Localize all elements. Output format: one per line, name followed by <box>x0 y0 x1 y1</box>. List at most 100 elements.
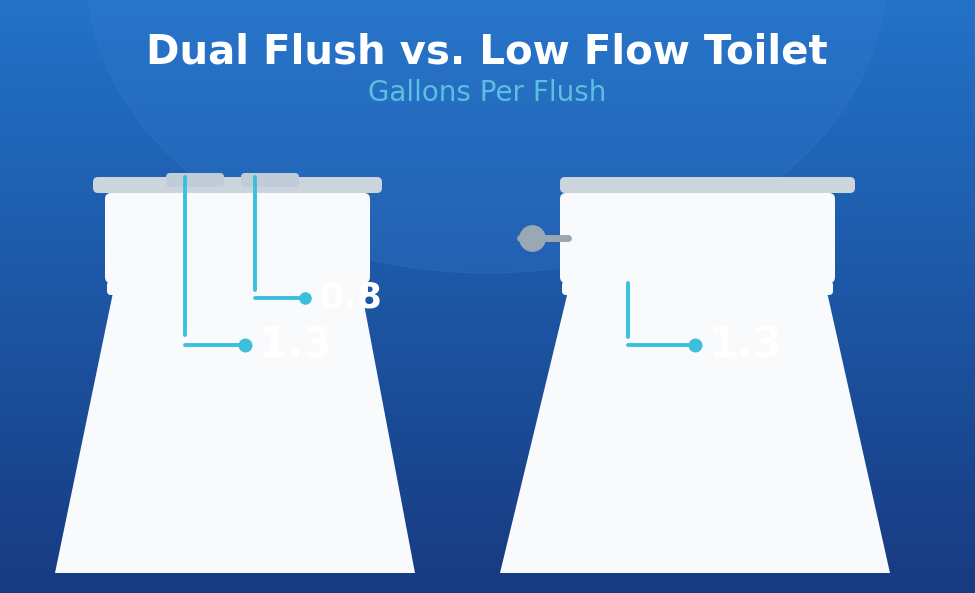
Bar <box>0 319 975 323</box>
Bar <box>0 132 975 136</box>
Bar <box>0 524 975 528</box>
Bar <box>0 120 975 125</box>
Bar <box>0 378 975 382</box>
Bar <box>0 206 975 211</box>
FancyBboxPatch shape <box>93 177 382 193</box>
Bar <box>0 31 975 36</box>
Bar <box>0 215 975 219</box>
Bar <box>0 94 975 98</box>
Bar <box>0 583 975 587</box>
Bar <box>0 153 975 157</box>
Bar <box>0 414 975 418</box>
Bar <box>0 352 975 356</box>
Bar <box>0 8 975 12</box>
Bar <box>0 553 975 557</box>
Bar <box>0 91 975 95</box>
Bar <box>0 209 975 213</box>
Bar <box>0 25 975 30</box>
Bar <box>0 189 975 193</box>
Bar <box>0 266 975 270</box>
Bar <box>0 455 975 460</box>
Bar <box>0 2 975 6</box>
Text: Dual Flush vs. Low Flow Toilet: Dual Flush vs. Low Flow Toilet <box>146 33 828 73</box>
Bar <box>0 58 975 62</box>
Bar <box>0 470 975 474</box>
Bar <box>0 494 975 498</box>
Bar <box>0 218 975 222</box>
Bar <box>0 364 975 368</box>
Bar <box>0 174 975 178</box>
Bar <box>0 28 975 33</box>
Bar <box>0 390 975 394</box>
Bar <box>0 411 975 415</box>
Bar <box>0 37 975 42</box>
Bar <box>0 538 975 543</box>
Bar <box>0 500 975 504</box>
Bar <box>0 138 975 142</box>
Bar <box>0 488 975 492</box>
Bar <box>0 467 975 471</box>
Bar <box>0 254 975 258</box>
Bar <box>0 117 975 122</box>
Bar <box>0 340 975 344</box>
Bar <box>0 571 975 575</box>
Bar <box>0 482 975 486</box>
Bar <box>0 369 975 374</box>
Bar <box>0 438 975 442</box>
Bar <box>0 343 975 347</box>
FancyBboxPatch shape <box>107 281 368 295</box>
Bar <box>0 197 975 202</box>
Bar <box>0 310 975 314</box>
Bar <box>0 387 975 391</box>
Bar <box>0 230 975 234</box>
Bar <box>0 88 975 92</box>
Bar <box>0 313 975 317</box>
Bar <box>0 278 975 282</box>
Bar <box>0 114 975 119</box>
Bar <box>0 441 975 445</box>
Bar <box>0 562 975 566</box>
Bar <box>0 577 975 581</box>
Bar <box>0 165 975 169</box>
Bar <box>0 580 975 584</box>
Bar <box>0 168 975 172</box>
Bar <box>0 574 975 578</box>
Bar <box>0 280 975 285</box>
Bar <box>0 275 975 279</box>
Bar <box>0 263 975 267</box>
Bar <box>0 283 975 288</box>
Bar <box>0 358 975 362</box>
FancyBboxPatch shape <box>166 173 224 187</box>
Bar <box>0 46 975 50</box>
Bar <box>0 515 975 519</box>
Bar <box>0 260 975 264</box>
Bar <box>0 67 975 71</box>
Bar <box>0 295 975 299</box>
Bar <box>0 479 975 483</box>
Bar <box>0 568 975 572</box>
Bar <box>0 405 975 409</box>
Bar <box>0 251 975 255</box>
Bar <box>0 506 975 510</box>
Bar <box>0 485 975 489</box>
Bar <box>0 40 975 44</box>
Bar <box>0 423 975 427</box>
Bar <box>0 346 975 350</box>
Bar <box>0 269 975 273</box>
Bar <box>0 186 975 190</box>
Bar <box>0 14 975 18</box>
Bar <box>0 144 975 148</box>
Bar <box>0 23 975 27</box>
Text: 1.3: 1.3 <box>708 324 782 366</box>
Bar <box>0 328 975 332</box>
Bar <box>0 257 975 261</box>
Bar <box>0 476 975 480</box>
Bar <box>0 5 975 9</box>
Bar <box>0 70 975 74</box>
Bar <box>0 384 975 388</box>
FancyBboxPatch shape <box>560 177 855 193</box>
Bar <box>0 589 975 593</box>
Bar <box>0 586 975 590</box>
Text: Gallons Per Flush: Gallons Per Flush <box>368 79 606 107</box>
Bar <box>0 331 975 335</box>
